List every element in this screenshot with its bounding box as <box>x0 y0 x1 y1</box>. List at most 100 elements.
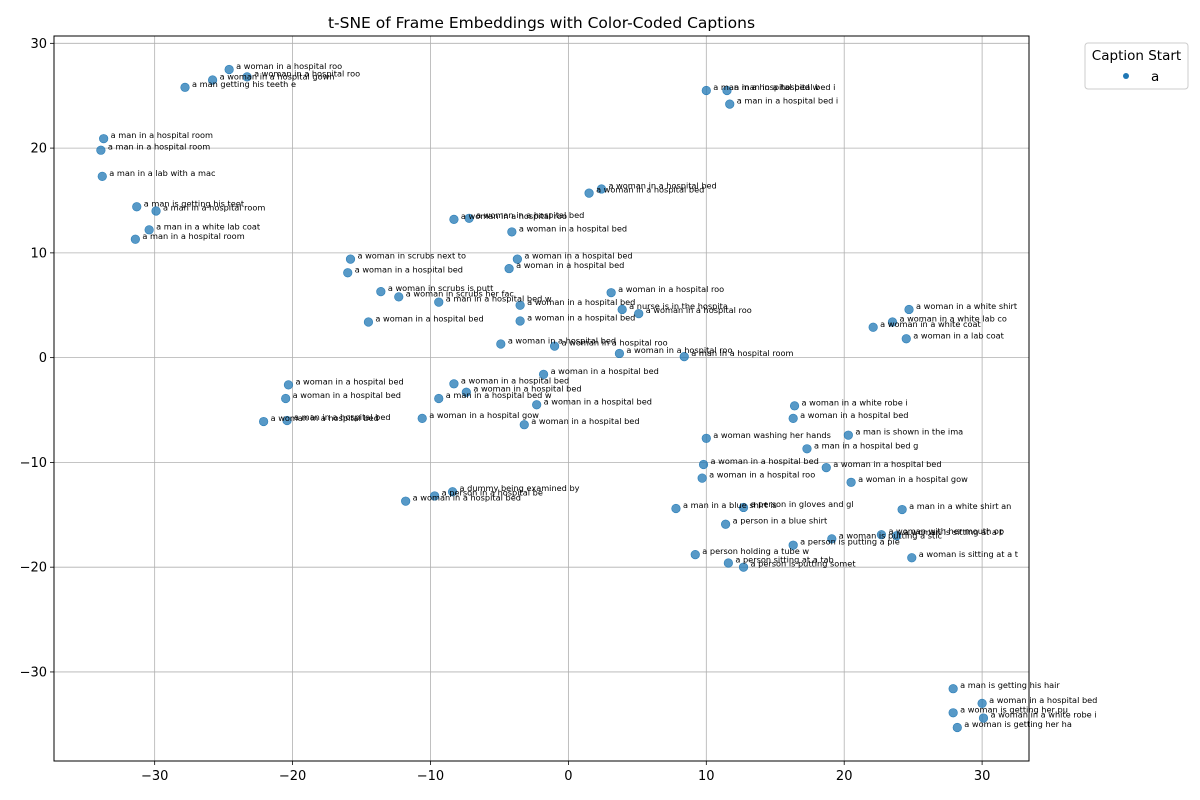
data-point <box>515 316 525 326</box>
chart-title: t-SNE of Frame Embeddings with Color-Cod… <box>328 14 755 32</box>
point-label: a woman in a hospital bed <box>833 459 941 469</box>
y-tick-label: 10 <box>30 246 47 261</box>
data-point <box>897 504 907 515</box>
point-label: a woman in a hospital bed <box>524 251 632 261</box>
data-point <box>690 550 700 560</box>
data-point <box>144 225 154 235</box>
data-point <box>887 317 898 327</box>
data-point <box>679 351 689 362</box>
data-point <box>846 477 856 487</box>
point-label: a person holding a tube w <box>702 546 809 556</box>
point-label: a woman in a hospital bed <box>551 366 659 376</box>
point-label: a woman in a hospital roo <box>461 211 567 221</box>
data-point <box>843 430 853 440</box>
point-label: a woman in a white lab co <box>899 314 1006 324</box>
data-point <box>207 75 218 85</box>
data-point <box>584 188 594 198</box>
data-point <box>496 339 506 349</box>
point-label: a woman in a hospital gow <box>429 410 539 420</box>
data-point <box>977 698 987 708</box>
axes: −30 −20 −10 0 10 20 30 −30 −20 −10 0 10 20 30 <box>20 37 991 784</box>
legend-entry-label: a <box>1151 69 1159 85</box>
data-point <box>464 213 474 223</box>
data-point <box>697 473 707 483</box>
data-point <box>504 263 514 274</box>
data-point <box>721 519 731 529</box>
point-label: a woman in a hospital roo <box>254 68 360 78</box>
point-label: a woman in a white shirt <box>916 301 1018 311</box>
point-label: a man in a hospital room <box>142 231 244 241</box>
point-label: a woman in a hospital roo <box>646 305 752 315</box>
x-tick-label: 0 <box>564 769 572 784</box>
point-label: a woman in a hospital bed <box>544 396 652 406</box>
point-label: a woman in a hospital bed <box>461 375 569 385</box>
point-label: a woman in a hospital bed <box>527 297 635 307</box>
data-point <box>948 708 958 718</box>
data-point <box>519 420 529 430</box>
point-label: a woman in a white coat <box>880 319 981 329</box>
data-point <box>821 463 831 473</box>
point-label: a man in a hospital bed i <box>737 96 838 106</box>
data-point <box>788 413 798 424</box>
point-label: a woman in scrubs next to <box>357 251 466 261</box>
plot-area <box>54 36 1029 761</box>
data-point <box>376 287 386 297</box>
point-label: a man in a hospital bed w <box>446 294 552 304</box>
data-point <box>722 85 732 96</box>
point-label: a woman in a hospital bed <box>989 695 1097 705</box>
point-label: a woman is sitting at a t <box>904 527 1004 537</box>
x-tick-label: −10 <box>417 769 444 784</box>
legend: Caption Start a <box>1084 42 1189 90</box>
point-label: a woman is getting her ha <box>964 719 1072 729</box>
grid <box>54 36 1029 761</box>
data-point <box>701 433 711 443</box>
data-point <box>515 300 525 310</box>
point-label: a man is shown in the ima <box>855 427 963 437</box>
point-label: a person sitting at a tab <box>735 554 833 564</box>
data-point <box>283 380 294 390</box>
point-label: a woman washing her hands <box>713 430 831 440</box>
point-label: a man in a hospital room <box>163 202 265 212</box>
data-point <box>282 415 292 426</box>
point-label: a man in a hospital bed w <box>713 82 819 92</box>
data-point <box>99 134 109 144</box>
point-label: a man in a hospital room <box>108 142 210 152</box>
point-label: a woman in a lab coat <box>913 330 1004 340</box>
data-point <box>224 64 234 75</box>
x-tick-label: 30 <box>974 769 991 784</box>
data-point <box>904 304 914 315</box>
point-label: a woman in a hospital bed <box>516 260 624 270</box>
data-point <box>788 540 798 550</box>
point-label: a woman in a hospital roo <box>709 470 815 480</box>
data-point <box>948 684 958 694</box>
legend-box <box>1084 42 1189 90</box>
point-label: a woman in a hospital roo <box>618 284 724 294</box>
point-label: a woman in a hospital bed <box>527 312 635 322</box>
point-label: a man is getting his hair <box>960 680 1060 690</box>
point-label: a person is putting a pie <box>800 537 900 547</box>
y-tick-label: −20 <box>20 561 47 576</box>
data-point <box>892 531 902 541</box>
data-point <box>738 562 749 572</box>
point-label: a woman in scrubs is putt <box>388 283 494 293</box>
data-point <box>617 304 627 315</box>
x-tick-label: 20 <box>836 769 853 784</box>
point-label: a woman in a hospital gown <box>220 72 335 82</box>
point-label: a woman in a hospital bed <box>271 413 379 423</box>
data-point <box>132 202 142 212</box>
point-label: a woman in a white robe i <box>802 397 908 407</box>
point-label: a man in a lab with a mac <box>109 168 215 178</box>
point-label: a woman is putting a stic <box>839 530 942 540</box>
point-label: a man in a hospital room <box>111 130 213 140</box>
point-label: a woman in a hospital bed <box>519 223 627 233</box>
point-label: a woman in a hospital gow <box>858 474 968 484</box>
point-label: a woman in a white robe i <box>990 710 1096 720</box>
data-point <box>281 393 291 404</box>
data-point <box>180 82 190 92</box>
point-label: a woman in a hospital bed <box>531 416 639 426</box>
point-label: a man in a white lab coat <box>156 221 261 231</box>
point-label: a woman with her mouth op <box>888 526 1004 536</box>
y-tick-label: 20 <box>30 142 47 157</box>
data-point <box>96 145 106 155</box>
